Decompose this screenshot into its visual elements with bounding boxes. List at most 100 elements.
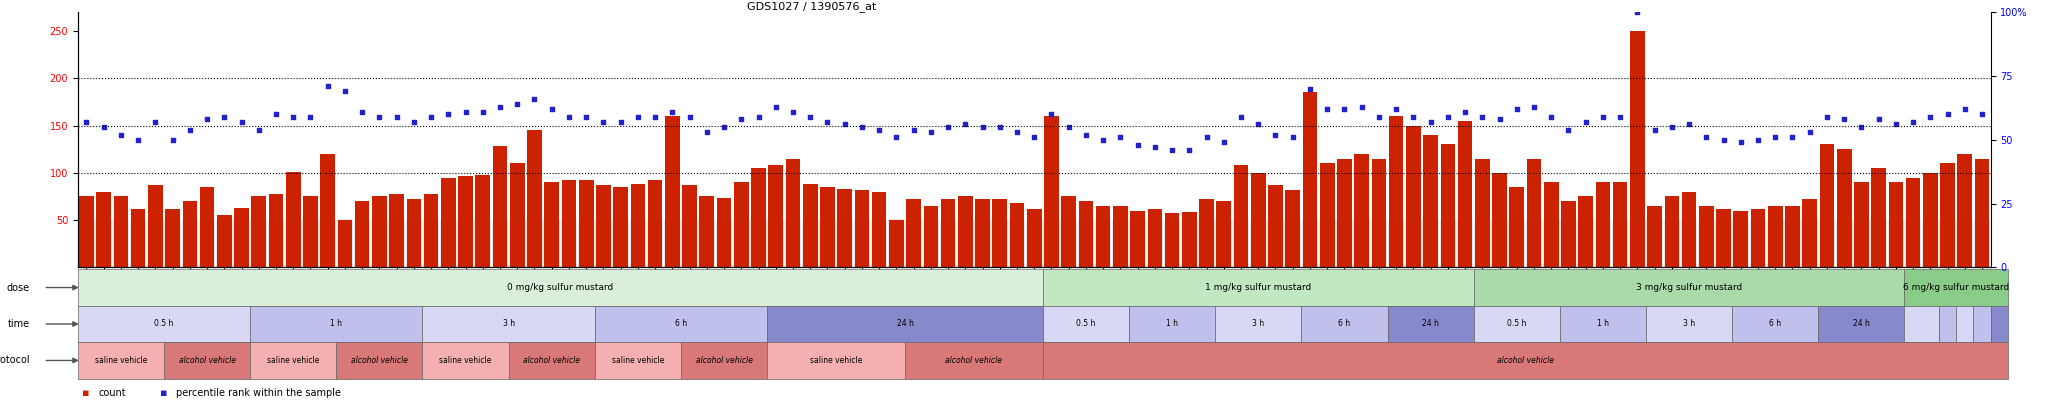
- Bar: [1614, 220, 1628, 267]
- Point: [190, 116, 223, 123]
- Text: 1 mg/kg sulfur mustard: 1 mg/kg sulfur mustard: [1204, 283, 1311, 292]
- Bar: [1939, 306, 1956, 342]
- Bar: [1182, 213, 1196, 267]
- Point: [156, 136, 188, 143]
- Bar: [1665, 220, 1679, 267]
- Bar: [1044, 220, 1059, 267]
- Bar: [647, 180, 662, 267]
- Point: [588, 119, 621, 125]
- Bar: [975, 220, 989, 267]
- Bar: [1561, 201, 1575, 267]
- Point: [690, 129, 723, 135]
- Bar: [1165, 220, 1180, 267]
- Bar: [250, 342, 336, 379]
- Point: [709, 124, 741, 130]
- Bar: [752, 168, 766, 267]
- Bar: [924, 206, 938, 267]
- Bar: [1716, 209, 1731, 267]
- Bar: [1440, 145, 1456, 267]
- Bar: [596, 220, 610, 267]
- Bar: [1268, 185, 1282, 267]
- Bar: [96, 220, 111, 267]
- Bar: [1974, 220, 1989, 267]
- Bar: [233, 220, 250, 267]
- Point: [209, 113, 242, 120]
- Bar: [475, 175, 489, 267]
- Bar: [1907, 220, 1921, 267]
- Bar: [80, 196, 94, 267]
- Bar: [373, 220, 387, 267]
- Bar: [1458, 121, 1473, 267]
- Bar: [1372, 159, 1386, 267]
- Bar: [250, 306, 422, 342]
- Point: [846, 124, 879, 130]
- Point: [1432, 113, 1464, 120]
- Point: [397, 119, 430, 125]
- Bar: [1907, 177, 1921, 267]
- Text: alcohol vehicle: alcohol vehicle: [178, 356, 236, 365]
- Bar: [510, 163, 524, 267]
- Point: [1690, 134, 1722, 141]
- Bar: [1319, 163, 1335, 267]
- Point: [1208, 139, 1241, 145]
- Bar: [1802, 199, 1817, 267]
- Point: [1415, 119, 1448, 125]
- Bar: [1974, 306, 1991, 342]
- Bar: [354, 201, 369, 267]
- Text: time: time: [8, 319, 31, 329]
- Bar: [389, 220, 403, 267]
- Text: 0 mg/kg sulfur mustard: 0 mg/kg sulfur mustard: [508, 283, 614, 292]
- Bar: [201, 220, 215, 267]
- Bar: [113, 220, 129, 267]
- Point: [1673, 121, 1706, 128]
- Point: [1966, 111, 1999, 117]
- Bar: [1837, 149, 1851, 267]
- Point: [776, 109, 809, 115]
- Bar: [1319, 220, 1335, 267]
- Point: [1569, 119, 1602, 125]
- Point: [1948, 106, 1980, 112]
- Text: alcohol vehicle: alcohol vehicle: [696, 356, 752, 365]
- Bar: [1147, 220, 1161, 267]
- Point: [1724, 139, 1757, 145]
- Bar: [545, 220, 559, 267]
- Bar: [1958, 154, 1972, 267]
- Bar: [647, 220, 662, 267]
- Point: [1915, 113, 1948, 120]
- Point: [139, 119, 172, 125]
- Text: saline vehicle: saline vehicle: [440, 356, 492, 365]
- Point: [655, 109, 688, 115]
- Bar: [1819, 145, 1835, 267]
- Bar: [924, 220, 938, 267]
- Bar: [819, 187, 836, 267]
- Bar: [803, 184, 817, 267]
- Bar: [131, 220, 145, 267]
- Bar: [1819, 220, 1835, 267]
- Point: [1327, 106, 1360, 112]
- Bar: [96, 192, 111, 267]
- Point: [1741, 136, 1774, 143]
- Bar: [1956, 306, 1974, 342]
- Point: [1190, 134, 1223, 141]
- Bar: [424, 194, 438, 267]
- Bar: [940, 220, 956, 267]
- Bar: [475, 220, 489, 267]
- Text: protocol: protocol: [0, 356, 31, 365]
- Point: [1896, 119, 1929, 125]
- Text: 3 h: 3 h: [502, 320, 514, 328]
- Bar: [1751, 220, 1765, 267]
- Bar: [336, 342, 422, 379]
- Point: [225, 119, 258, 125]
- Text: 3 h: 3 h: [1683, 320, 1696, 328]
- Point: [1276, 134, 1309, 141]
- Bar: [786, 159, 801, 267]
- Bar: [786, 220, 801, 267]
- Bar: [993, 199, 1008, 267]
- Point: [535, 106, 567, 112]
- Point: [1655, 124, 1688, 130]
- Bar: [1786, 206, 1800, 267]
- Bar: [889, 220, 903, 267]
- Point: [1552, 126, 1585, 133]
- Bar: [561, 180, 575, 267]
- Bar: [1509, 187, 1524, 267]
